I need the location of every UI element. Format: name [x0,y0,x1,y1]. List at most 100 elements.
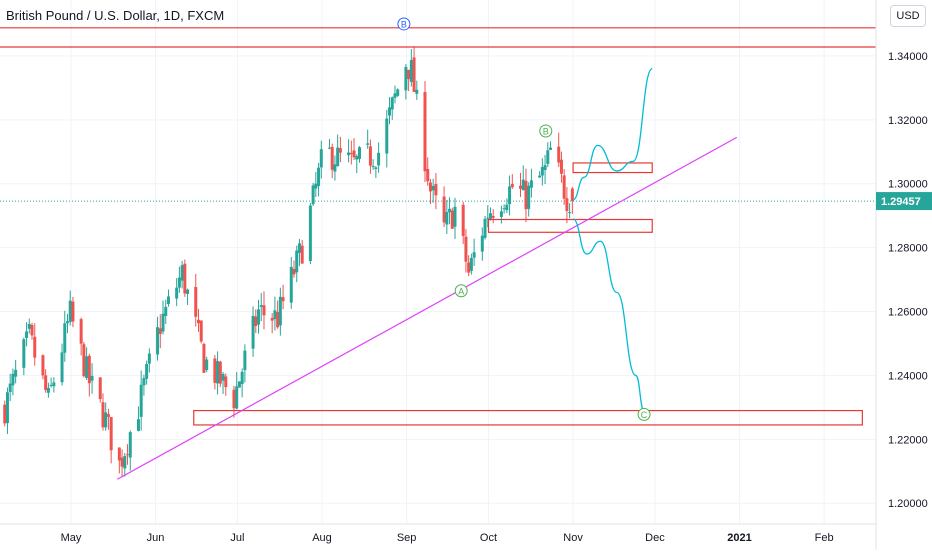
candle-body [33,336,37,358]
candle-body [538,175,542,178]
candle-body [273,310,277,320]
candle-body [232,389,236,409]
candle-body [224,376,228,388]
candle-body [82,344,86,377]
candle-body [442,196,446,223]
price-axis[interactable]: 1.34000 1.32000 1.30000 1.28000 1.26000 1.240… [875,0,932,550]
candle-body [104,412,108,428]
candle-body [177,277,181,288]
candle-body [543,165,547,170]
candlestick-series [3,46,574,477]
candle-body [90,375,94,381]
candle-body [434,183,438,196]
time-tick-label: Jun [147,532,165,544]
candle-body [175,287,179,299]
candle-body [109,416,113,451]
candle-body [409,60,413,82]
candle-body [357,147,361,159]
candle-body [333,164,337,172]
candle-body [297,243,301,253]
time-tick-label: 2021 [727,532,751,544]
time-tick-label: Feb [815,532,834,544]
price-tick-label: 1.22000 [888,434,928,446]
candle-body [68,300,72,322]
candle-body [213,358,217,383]
price-tick-label: 1.32000 [888,115,928,127]
candle-body [407,69,411,80]
candle-body [524,180,528,210]
candle-body [374,167,378,169]
candle-body [568,212,572,214]
symbol-title: British Pound / U.S. Dollar, 1D, FXCM [6,8,225,23]
candle-body [412,57,416,92]
candle-body [565,198,569,211]
wave-labels: B A B C [397,17,651,421]
candle-body [199,320,203,342]
time-tick-label: Sep [397,532,417,544]
candle-body [164,306,168,317]
time-axis[interactable]: May Jun Jul Aug Sep Oct Nov Dec 2021 Feb [0,523,876,544]
candle-body [85,356,89,378]
candle-body [486,217,490,219]
candle-body [349,152,353,154]
candle-body [251,315,255,349]
wave-label-circle [397,17,411,31]
candle-body [546,150,550,164]
candle-body [8,383,12,392]
candle-body [426,168,430,182]
candle-body [319,149,323,168]
candle-body [180,265,184,281]
time-tick-label: Dec [645,532,665,544]
candle-body [491,216,495,218]
candle-body [559,159,563,174]
candle-body [136,419,140,431]
wave-label-circle [539,124,553,138]
candle-body [289,266,293,303]
candle-body [52,382,56,387]
candle-body [120,457,124,467]
candle-body [404,66,408,91]
candle-body [292,268,296,275]
candle-body [240,371,244,384]
candle-body [87,355,91,384]
candle-body [570,188,574,202]
candle-body [101,402,105,428]
candle-body [377,152,381,166]
candle-body [529,180,533,188]
candle-body [46,387,50,393]
candle-body [71,301,75,322]
time-tick-label: Nov [563,532,583,544]
candle-body [393,93,397,98]
candle-body [549,147,553,150]
candle-body [368,146,372,166]
candle-body [371,166,375,168]
currency-button[interactable]: USD [890,5,926,27]
candle-body [327,147,331,149]
candle-body [262,305,266,316]
candle-body [464,236,468,262]
candle-body [30,324,34,336]
candle-body [521,179,525,191]
candle-body [63,323,67,353]
candle-body [142,378,146,386]
candle-body [139,384,143,417]
candle-body [158,328,162,334]
candle-body [562,175,566,199]
candle-body [128,432,132,458]
candle-body [254,316,258,326]
candle-body [423,91,427,172]
candle-body [65,321,69,324]
candle-body [385,118,389,154]
candle-body [281,297,285,302]
candle-body [147,353,151,364]
price-tick-label: 1.34000 [888,51,928,63]
candle-body [186,289,190,294]
candle-body [347,152,351,156]
candle-body [396,89,400,96]
candle-body [540,167,544,176]
price-tick-label: 1.30000 [888,179,928,191]
candle-body [469,258,473,271]
candle-body [390,97,394,110]
